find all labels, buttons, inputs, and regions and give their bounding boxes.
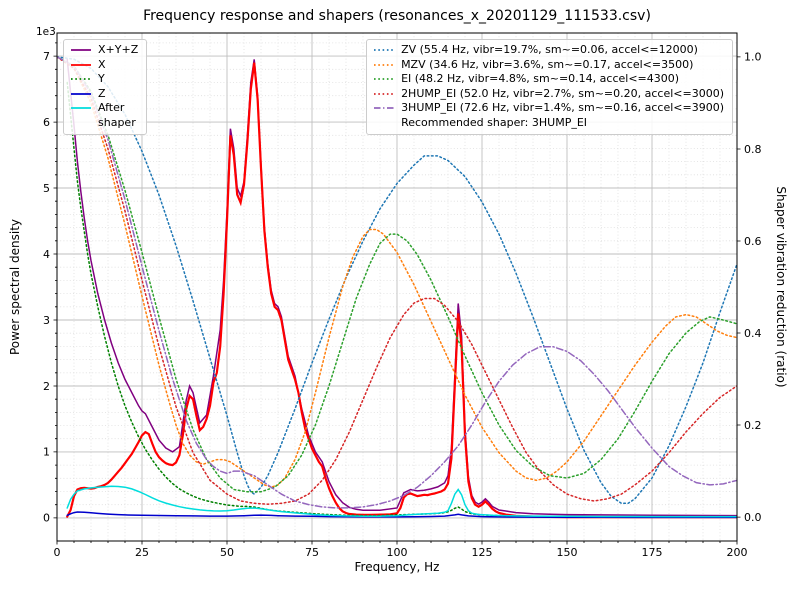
series-shaper-ei <box>57 56 737 493</box>
series-shaper-3hump-ei <box>57 56 737 509</box>
legend-label: Recommended shaper: 3HUMP_EI <box>401 115 588 129</box>
y-left-tick-label: 3 <box>43 314 50 327</box>
y-left-tick-label: 2 <box>43 380 50 393</box>
legend-line-sample <box>71 78 91 80</box>
legend-item: 3HUMP_EI (72.6 Hz, vibr=1.4%, sm~=0.16, … <box>373 101 724 116</box>
legend-line-sample <box>71 107 91 109</box>
legend-item: 2HUMP_EI (52.0 Hz, vibr=2.7%, sm~=0.20, … <box>373 87 724 102</box>
y-left-tick-label: 6 <box>43 116 50 129</box>
y-right-tick-label: 0.8 <box>744 143 762 156</box>
legend-line-sample <box>71 92 91 95</box>
legend-item: X+Y+Z <box>70 43 138 58</box>
y-right-tick-label: 0.2 <box>744 419 762 432</box>
y-left-tick-label: 5 <box>43 182 50 195</box>
y-right-tick-label: 0.6 <box>744 235 762 248</box>
series-y-psd <box>66 81 737 518</box>
legend-label: EI (48.2 Hz, vibr=4.8%, sm~=0.14, accel<… <box>401 72 680 86</box>
legend-item: MZV (34.6 Hz, vibr=3.6%, sm~=0.17, accel… <box>373 58 724 73</box>
legend-line-sample <box>71 49 91 51</box>
legend-label: 3HUMP_EI (72.6 Hz, vibr=1.4%, sm~=0.16, … <box>401 101 724 115</box>
legend-item: After shaper <box>70 101 138 130</box>
legend-label: Y <box>98 72 105 86</box>
legend-item: EI (48.2 Hz, vibr=4.8%, sm~=0.14, accel<… <box>373 72 724 87</box>
legend-label: Z <box>98 86 106 100</box>
series-shaper-2hump-ei <box>57 56 737 505</box>
legend-label: MZV (34.6 Hz, vibr=3.6%, sm~=0.17, accel… <box>401 57 694 71</box>
legend-label: ZV (55.4 Hz, vibr=19.7%, sm~=0.06, accel… <box>401 43 698 56</box>
series-after-shaper-psd <box>66 485 737 518</box>
y-left-tick-label: 7 <box>43 50 50 63</box>
x-tick-label: 200 <box>727 546 748 559</box>
legend-shapers: ZV (55.4 Hz, vibr=19.7%, sm~=0.06, accel… <box>366 39 733 136</box>
legend-line-sample <box>374 78 395 80</box>
series-z-psd <box>66 511 737 519</box>
x-tick-label: 100 <box>387 546 408 559</box>
x-tick-label: 150 <box>557 546 578 559</box>
x-tick-label: 0 <box>54 546 61 559</box>
legend-label: X <box>98 57 106 71</box>
y-left-tick-label: 1 <box>43 446 50 459</box>
x-tick-label: 125 <box>472 546 493 559</box>
x-tick-label: 25 <box>135 546 149 559</box>
legend-psd: X+Y+Z X Y Z After shaper <box>63 39 148 136</box>
chart-title: Frequency response and shapers (resonanc… <box>143 8 651 24</box>
x-tick-label: 175 <box>642 546 663 559</box>
y-axis-offset-text: 1e3 <box>36 26 56 38</box>
x-axis-label: Frequency, Hz <box>354 560 440 574</box>
y-axis-label-right: Shaper vibration reduction (ratio) <box>774 186 788 388</box>
y-axis-label-left: Power spectral density <box>8 218 22 356</box>
y-left-tick-label: 0 <box>43 512 50 525</box>
y-right-tick-label: 0.4 <box>744 327 762 340</box>
legend-label: After shaper <box>98 101 136 129</box>
legend-line-sample <box>374 107 395 109</box>
legend-item: Y <box>70 72 138 87</box>
legend-item: Z <box>70 87 138 102</box>
y-right-tick-label: 0.0 <box>744 511 762 524</box>
x-tick-label: 50 <box>220 546 234 559</box>
legend-line-sample <box>71 63 91 66</box>
legend-empty-sample <box>373 118 395 128</box>
x-tick-label: 75 <box>305 546 319 559</box>
legend-label: X+Y+Z <box>98 43 139 56</box>
legend-line-sample <box>374 92 395 95</box>
legend-label: 2HUMP_EI (52.0 Hz, vibr=2.7%, sm~=0.20, … <box>401 86 724 100</box>
series-shaper-mzv <box>57 56 737 488</box>
legend-line-sample <box>374 63 395 66</box>
legend-item: X <box>70 58 138 73</box>
y-right-tick-label: 1.0 <box>744 51 762 64</box>
legend-item: Recommended shaper: 3HUMP_EI <box>373 116 724 131</box>
y-left-tick-label: 4 <box>43 248 50 261</box>
legend-item: ZV (55.4 Hz, vibr=19.7%, sm~=0.06, accel… <box>373 43 724 58</box>
legend-line-sample <box>374 49 395 51</box>
series-shaper-zv <box>57 56 737 505</box>
